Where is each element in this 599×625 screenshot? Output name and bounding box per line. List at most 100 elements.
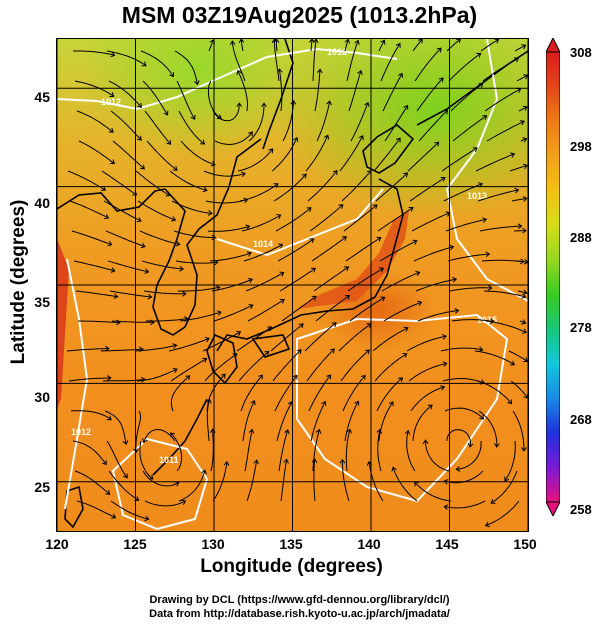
streamline bbox=[170, 375, 191, 412]
streamline bbox=[417, 310, 459, 322]
streamline-arrowhead bbox=[202, 357, 208, 363]
streamline bbox=[517, 290, 527, 294]
streamline bbox=[480, 39, 499, 52]
streamline bbox=[73, 260, 115, 272]
streamline bbox=[272, 349, 302, 382]
streamline-arrowhead bbox=[517, 223, 523, 230]
streamline-arrowhead bbox=[207, 210, 213, 216]
streamline-arrowhead bbox=[354, 400, 360, 406]
credit-drawing: Drawing by DCL (https://www.gfd-dennou.o… bbox=[149, 594, 450, 606]
streamline-arrowhead bbox=[232, 353, 238, 358]
isobar-mid bbox=[216, 188, 384, 257]
streamline bbox=[171, 200, 212, 214]
streamline bbox=[377, 429, 382, 472]
streamline bbox=[408, 362, 447, 382]
streamline bbox=[74, 80, 114, 97]
streamline-arrowhead bbox=[478, 83, 484, 88]
streamline-arrowhead bbox=[519, 120, 525, 126]
streamline-arrowhead bbox=[490, 499, 496, 504]
map-canvas: 1012 1013 1014 1015 1012 1011 1013 bbox=[57, 39, 528, 531]
streamline-arrowhead bbox=[236, 69, 242, 75]
streamline bbox=[508, 350, 528, 362]
streamline bbox=[309, 204, 344, 232]
streamline-arrowhead bbox=[489, 318, 495, 324]
streamline bbox=[246, 460, 258, 502]
streamline bbox=[373, 137, 401, 172]
streamline-arrowhead bbox=[312, 39, 319, 44]
streamline-arrowhead bbox=[364, 349, 370, 355]
streamline-arrowhead bbox=[449, 244, 455, 251]
streamline-arrowhead bbox=[484, 521, 490, 528]
streamline bbox=[142, 470, 180, 487]
x-tick-label: 120 bbox=[45, 536, 69, 552]
streamline bbox=[275, 39, 278, 52]
streamline-arrowhead bbox=[417, 39, 423, 44]
streamline-arrowhead bbox=[309, 238, 315, 244]
streamline bbox=[374, 353, 407, 382]
streamline-arrowhead bbox=[358, 135, 364, 141]
streamline-arrowhead bbox=[504, 476, 510, 482]
streamline-arrowhead bbox=[372, 204, 378, 210]
streamline bbox=[486, 120, 525, 142]
streamline bbox=[312, 39, 317, 82]
coast-shikoku bbox=[251, 334, 291, 358]
streamline-arrowhead bbox=[204, 336, 210, 343]
colorbar bbox=[546, 38, 560, 516]
streamline bbox=[212, 103, 240, 122]
streamline-arrowhead bbox=[395, 42, 401, 48]
streamline-arrowhead bbox=[140, 242, 146, 249]
streamline-arrowhead bbox=[113, 293, 119, 300]
streamline-arrowhead bbox=[329, 348, 335, 354]
streamline-arrowhead bbox=[403, 172, 409, 178]
streamline bbox=[450, 83, 484, 112]
streamline-arrowhead bbox=[478, 346, 484, 353]
streamline-arrowhead bbox=[110, 51, 116, 58]
y-tick-label: 35 bbox=[34, 294, 50, 310]
streamline-arrowhead bbox=[104, 213, 110, 220]
streamline-arrowhead bbox=[247, 277, 254, 284]
streamline bbox=[179, 311, 222, 322]
streamline-arrowhead bbox=[311, 458, 318, 464]
streamline bbox=[479, 225, 522, 232]
streamline bbox=[344, 401, 359, 442]
streamline-arrowhead bbox=[142, 438, 148, 444]
streamline-arrowhead bbox=[137, 103, 142, 108]
streamline bbox=[105, 230, 146, 248]
streamline-arrowhead bbox=[378, 267, 385, 273]
y-tick-label: 25 bbox=[34, 479, 50, 495]
streamline bbox=[108, 470, 139, 501]
streamline bbox=[210, 429, 214, 472]
streamline bbox=[240, 374, 263, 412]
streamline bbox=[241, 214, 281, 232]
streamline-arrowhead bbox=[364, 101, 370, 107]
streamline bbox=[308, 374, 331, 412]
streamline bbox=[109, 290, 152, 298]
streamline bbox=[485, 320, 527, 333]
contour-label: 1012 bbox=[101, 97, 121, 107]
streamline-arrowhead bbox=[301, 173, 307, 179]
streamline-arrowhead bbox=[487, 285, 493, 291]
streamline bbox=[106, 440, 128, 479]
streamline bbox=[178, 470, 206, 502]
streamline bbox=[104, 410, 127, 445]
streamline bbox=[384, 105, 409, 142]
streamline-arrowhead bbox=[316, 68, 323, 74]
contour-label: 1014 bbox=[253, 239, 273, 249]
streamline-arrowhead bbox=[147, 293, 153, 300]
streamline-arrowhead bbox=[108, 127, 114, 133]
streamline bbox=[169, 170, 208, 191]
streamline bbox=[207, 225, 250, 232]
streamline bbox=[348, 70, 362, 112]
streamline bbox=[482, 57, 519, 82]
streamline-arrowhead bbox=[193, 80, 200, 86]
streamline-arrowhead bbox=[105, 489, 111, 495]
streamline-arrowhead bbox=[201, 469, 207, 475]
streamline bbox=[519, 320, 526, 324]
streamline bbox=[412, 404, 433, 442]
streamline bbox=[520, 138, 527, 142]
streamline bbox=[240, 39, 244, 52]
streamline-arrowhead bbox=[311, 295, 317, 301]
streamline-arrowhead bbox=[477, 182, 484, 188]
streamline-arrowhead bbox=[172, 343, 178, 349]
streamline bbox=[139, 440, 154, 480]
